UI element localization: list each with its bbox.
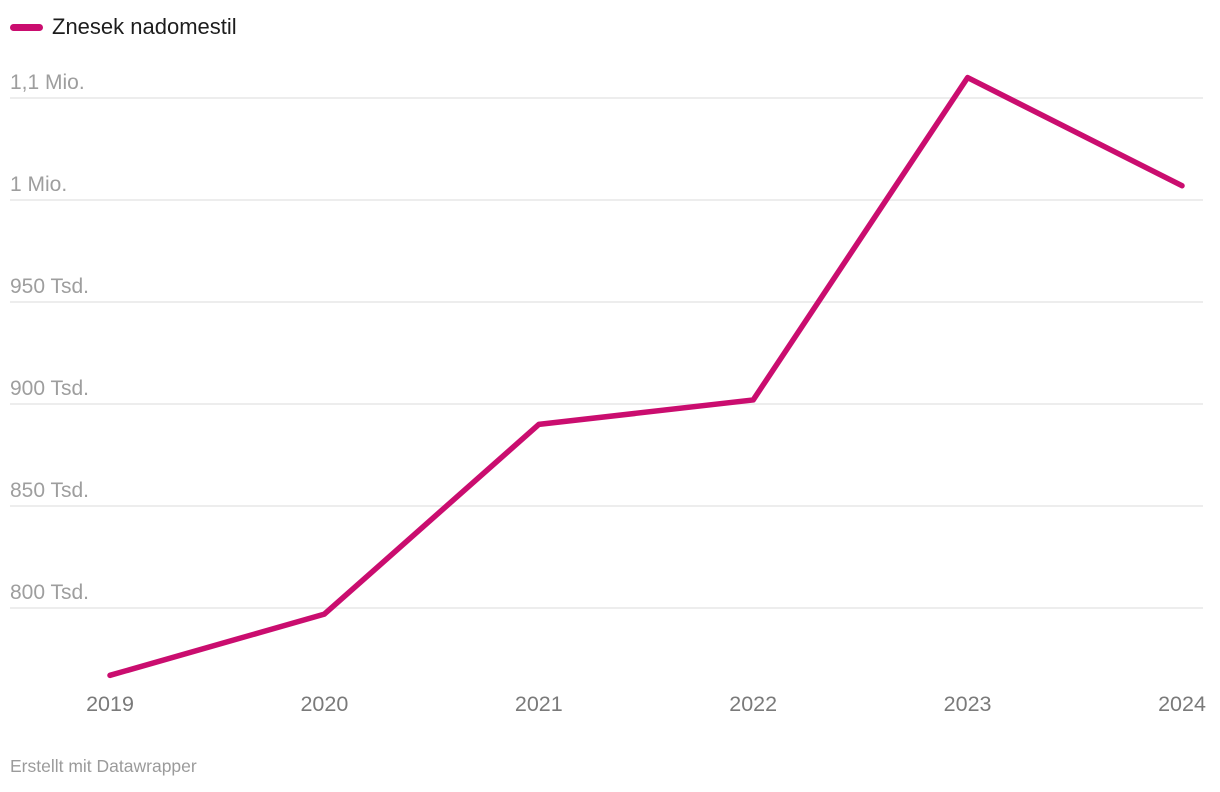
x-axis-tick-label: 2023 bbox=[944, 692, 992, 716]
x-axis-tick-label: 2022 bbox=[729, 692, 777, 716]
legend-label: Znesek nadomestil bbox=[52, 14, 237, 39]
y-axis-tick-label: 850 Tsd. bbox=[10, 479, 89, 502]
attribution-link[interactable]: Erstellt mit Datawrapper bbox=[10, 756, 197, 776]
y-axis-tick-label: 900 Tsd. bbox=[10, 377, 89, 400]
x-axis-tick-label: 2019 bbox=[86, 692, 134, 716]
legend: Znesek nadomestil bbox=[10, 16, 237, 38]
y-axis-tick-label: 950 Tsd. bbox=[10, 275, 89, 298]
x-axis-tick-label: 2024 bbox=[1158, 692, 1206, 716]
y-axis-tick-label: 1 Mio. bbox=[10, 173, 67, 196]
legend-line-swatch bbox=[10, 23, 43, 31]
y-axis-tick-label: 800 Tsd. bbox=[10, 581, 89, 604]
y-axis-tick-label: 1,1 Mio. bbox=[10, 71, 85, 94]
x-axis-tick-label: 2020 bbox=[300, 692, 348, 716]
attribution: Erstellt mit Datawrapper bbox=[10, 756, 197, 777]
x-axis-tick-label: 2021 bbox=[515, 692, 563, 716]
series-line-znesek-nadomestil bbox=[107, 74, 1185, 679]
